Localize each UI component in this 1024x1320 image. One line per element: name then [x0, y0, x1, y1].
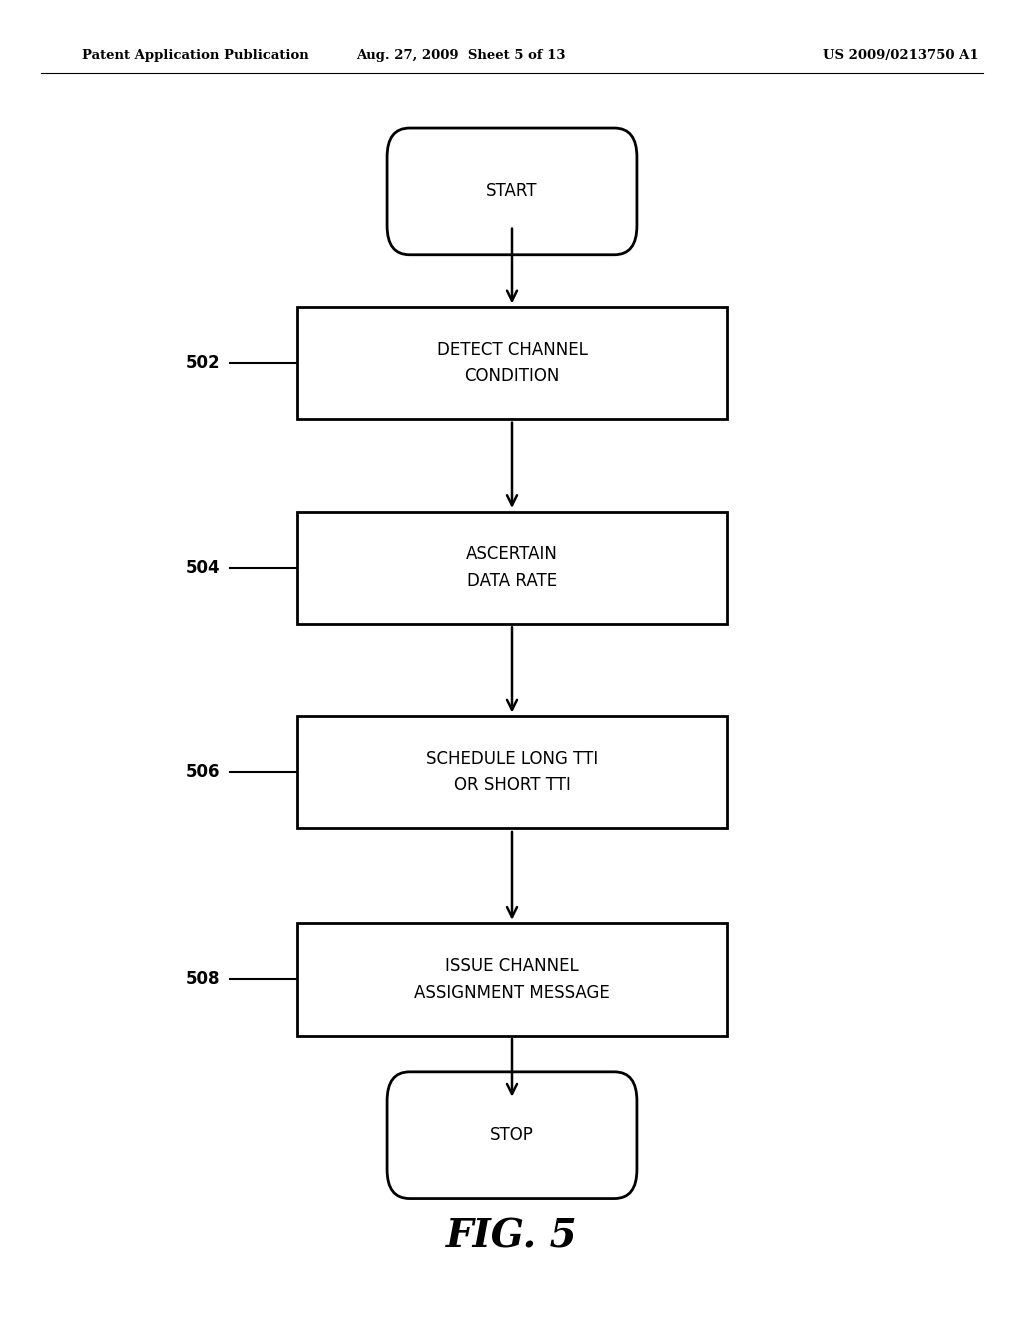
- FancyBboxPatch shape: [387, 128, 637, 255]
- Text: ISSUE CHANNEL
ASSIGNMENT MESSAGE: ISSUE CHANNEL ASSIGNMENT MESSAGE: [414, 957, 610, 1002]
- Text: START: START: [486, 182, 538, 201]
- FancyBboxPatch shape: [297, 924, 727, 1035]
- Text: 508: 508: [185, 970, 220, 989]
- Text: US 2009/0213750 A1: US 2009/0213750 A1: [823, 49, 979, 62]
- Text: 502: 502: [185, 354, 220, 372]
- FancyBboxPatch shape: [297, 308, 727, 420]
- Text: DETECT CHANNEL
CONDITION: DETECT CHANNEL CONDITION: [436, 341, 588, 385]
- Text: 506: 506: [185, 763, 220, 781]
- Text: FIG. 5: FIG. 5: [446, 1218, 578, 1255]
- Text: ASCERTAIN
DATA RATE: ASCERTAIN DATA RATE: [466, 545, 558, 590]
- FancyBboxPatch shape: [297, 512, 727, 624]
- Text: SCHEDULE LONG TTI
OR SHORT TTI: SCHEDULE LONG TTI OR SHORT TTI: [426, 750, 598, 795]
- Text: Patent Application Publication: Patent Application Publication: [82, 49, 308, 62]
- Text: STOP: STOP: [490, 1126, 534, 1144]
- Text: 504: 504: [185, 558, 220, 577]
- Text: Aug. 27, 2009  Sheet 5 of 13: Aug. 27, 2009 Sheet 5 of 13: [356, 49, 565, 62]
- FancyBboxPatch shape: [297, 715, 727, 829]
- FancyBboxPatch shape: [387, 1072, 637, 1199]
